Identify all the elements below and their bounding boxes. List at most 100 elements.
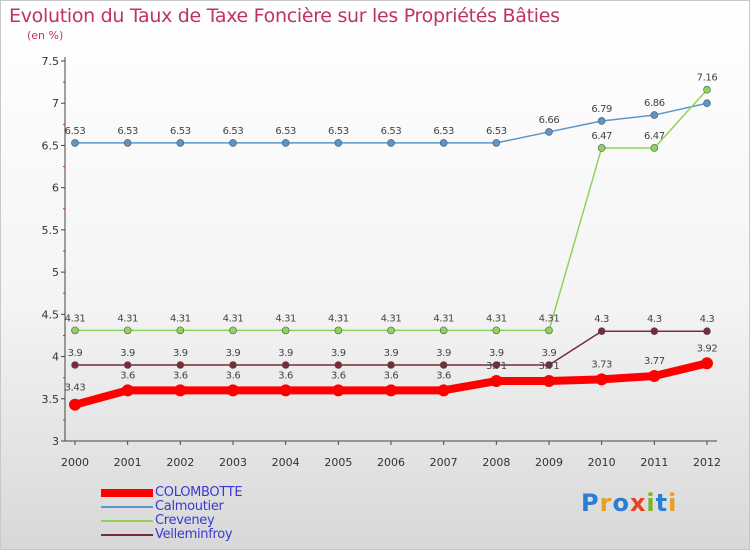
point-colombotte	[69, 398, 81, 411]
x-tick-label: 2006	[377, 456, 405, 469]
data-label-colombotte: 3.6	[331, 370, 346, 381]
point-colombotte	[648, 369, 661, 382]
data-label-calmoutier: 6.53	[381, 126, 402, 137]
point-calmoutier	[229, 139, 237, 147]
x-tick-label: 2011	[640, 456, 668, 469]
data-label-calmoutier: 6.53	[275, 126, 296, 137]
legend-label-calmoutier: Calmoutier	[155, 499, 224, 514]
point-creveney	[650, 144, 659, 152]
point-calmoutier	[650, 111, 659, 119]
chart-unit-label: (en %)	[27, 29, 64, 42]
point-calmoutier	[703, 99, 711, 108]
logo-letter: i	[668, 489, 678, 517]
point-velleminfroy	[71, 361, 79, 369]
data-label-colombotte: 3.6	[436, 370, 451, 381]
data-label-velleminfroy: 4.3	[647, 314, 662, 325]
data-label-calmoutier: 6.66	[539, 115, 560, 126]
logo-letter: t	[655, 489, 669, 517]
legend-swatch-velleminfroy	[101, 534, 153, 536]
point-velleminfroy	[387, 361, 395, 369]
data-label-colombotte: 3.6	[173, 370, 188, 381]
legend-item-creveney: Creveney	[101, 514, 242, 528]
point-calmoutier	[334, 139, 343, 147]
y-tick-label: 5.5	[42, 224, 60, 237]
point-creveney	[703, 85, 711, 94]
point-creveney	[123, 326, 132, 335]
data-label-velleminfroy: 3.9	[436, 348, 451, 359]
point-creveney	[281, 326, 290, 335]
point-velleminfroy	[123, 361, 132, 369]
data-label-calmoutier: 6.53	[328, 126, 349, 137]
data-label-velleminfroy: 3.9	[226, 348, 241, 359]
data-label-velleminfroy: 3.9	[278, 348, 293, 359]
data-label-creveney: 6.47	[591, 131, 612, 142]
point-velleminfroy	[334, 361, 343, 369]
data-label-calmoutier: 6.53	[170, 126, 191, 137]
legend-item-calmoutier: Calmoutier	[101, 500, 242, 514]
y-tick-label: 7	[52, 97, 59, 110]
y-tick-label: 4.5	[42, 308, 60, 321]
data-label-colombotte: 3.6	[278, 370, 293, 381]
data-label-velleminfroy: 3.9	[331, 348, 346, 359]
point-colombotte	[701, 357, 713, 370]
data-label-creveney: 4.31	[65, 313, 86, 324]
point-creveney	[597, 144, 606, 152]
legend-item-velleminfroy: Velleminfroy	[101, 528, 242, 542]
chart-title: Evolution du Taux de Taxe Foncière sur l…	[9, 5, 560, 27]
data-label-creveney: 4.31	[170, 313, 191, 324]
proxiti-logo: Proxiti	[581, 489, 677, 517]
logo-letter: P	[581, 489, 600, 517]
data-label-velleminfroy: 4.3	[594, 314, 609, 325]
point-colombotte	[595, 373, 608, 386]
legend-swatch-calmoutier	[101, 506, 153, 508]
point-creveney	[334, 326, 343, 335]
series-line-calmoutier	[74, 102, 708, 144]
point-velleminfroy	[492, 361, 501, 369]
data-label-colombotte: 3.71	[486, 361, 507, 372]
point-creveney	[492, 326, 501, 335]
data-label-colombotte: 3.92	[697, 343, 718, 354]
point-velleminfroy	[703, 327, 711, 336]
point-calmoutier	[545, 128, 553, 136]
point-colombotte	[279, 384, 292, 397]
point-velleminfroy	[229, 361, 237, 369]
logo-letter: x	[629, 489, 647, 517]
point-velleminfroy	[650, 327, 659, 336]
legend-swatch-colombotte	[101, 489, 153, 497]
point-creveney	[229, 326, 237, 335]
legend-label-creveney: Creveney	[155, 513, 215, 528]
y-tick-label: 6	[52, 182, 59, 195]
point-calmoutier	[597, 117, 606, 125]
data-label-velleminfroy: 4.3	[700, 314, 715, 325]
data-label-creveney: 4.31	[539, 313, 560, 324]
y-tick-label: 7.5	[42, 55, 60, 68]
y-tick-label: 6.5	[42, 139, 60, 152]
data-label-colombotte: 3.6	[120, 370, 135, 381]
logo-letter: i	[646, 489, 656, 517]
data-label-colombotte: 3.71	[539, 361, 560, 372]
data-label-velleminfroy: 3.9	[120, 348, 135, 359]
logo-letter: r	[599, 489, 613, 517]
x-tick-label: 2010	[588, 456, 616, 469]
point-velleminfroy	[176, 361, 185, 369]
data-label-colombotte: 3.6	[226, 370, 241, 381]
y-tick-label: 5	[52, 266, 59, 279]
x-tick-label: 2002	[166, 456, 194, 469]
x-tick-label: 2004	[272, 456, 300, 469]
data-label-calmoutier: 6.53	[65, 126, 86, 137]
point-calmoutier	[71, 139, 79, 147]
data-label-calmoutier: 6.86	[644, 98, 665, 109]
data-label-creveney: 4.31	[433, 313, 454, 324]
point-colombotte	[174, 384, 187, 397]
data-label-colombotte: 3.43	[65, 383, 86, 394]
data-label-creveney: 7.16	[697, 73, 718, 84]
x-tick-label: 2001	[114, 456, 142, 469]
data-label-velleminfroy: 3.9	[542, 348, 557, 359]
point-colombotte	[543, 375, 555, 388]
point-calmoutier	[387, 139, 395, 147]
point-calmoutier	[492, 139, 501, 147]
data-label-calmoutier: 6.53	[117, 126, 138, 137]
y-tick-label: 3.5	[42, 393, 60, 406]
y-tick-label: 4	[52, 351, 59, 364]
